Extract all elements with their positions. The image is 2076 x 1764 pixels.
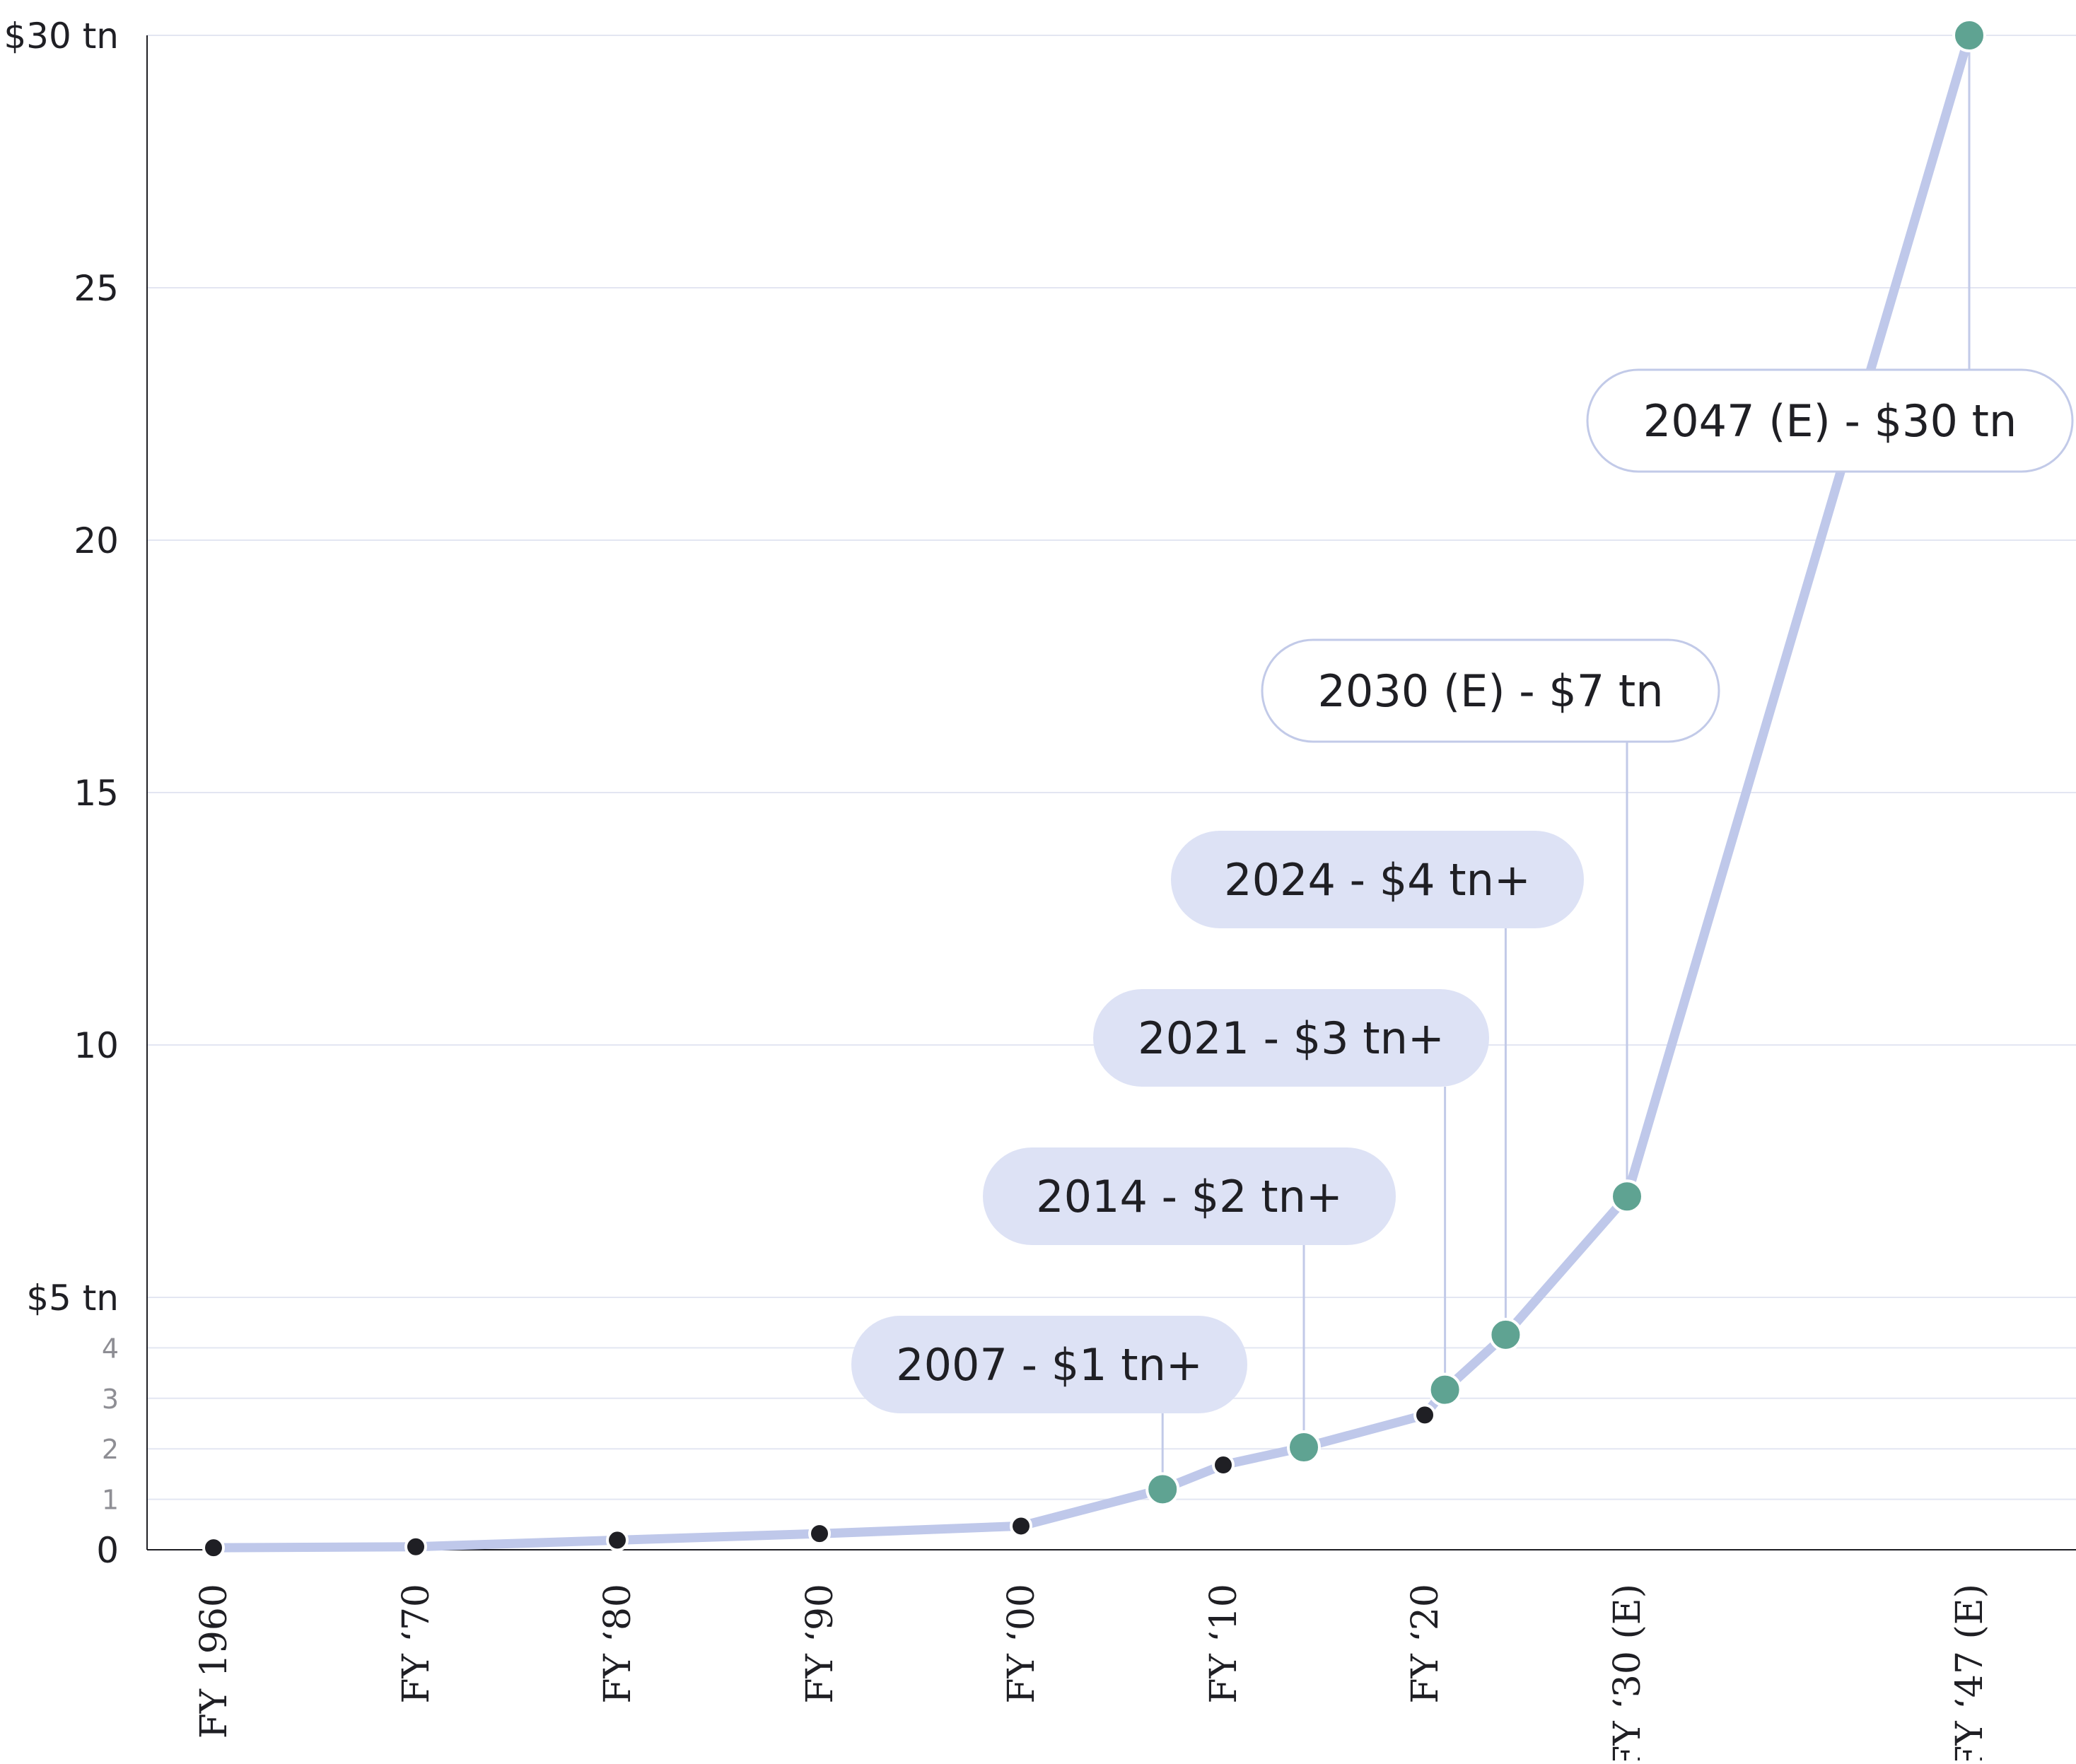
y-tick-labels: 0 $5 tn 10 15 20 25 $30 tn 1 2 3 4 bbox=[4, 16, 119, 1571]
data-point bbox=[404, 1535, 427, 1558]
callout-label: 2024 - $4 tn+ bbox=[1224, 854, 1531, 906]
x-tick-label: FY ‘70 bbox=[395, 1584, 438, 1704]
y-tick-label: 25 bbox=[74, 268, 119, 309]
y-tick-label: $30 tn bbox=[4, 16, 119, 57]
callout-box bbox=[1586, 368, 2074, 473]
callout-box bbox=[1261, 638, 1720, 743]
highlight-point bbox=[1952, 18, 1986, 52]
data-point bbox=[1010, 1514, 1032, 1538]
callout-box bbox=[1171, 831, 1584, 928]
data-point bbox=[1212, 1454, 1235, 1477]
data-points bbox=[202, 18, 1986, 1560]
y-minor-tick-label: 4 bbox=[102, 1333, 119, 1364]
y-tick-label: 0 bbox=[96, 1530, 119, 1571]
x-tick-label: FY ‘00 bbox=[1001, 1584, 1043, 1704]
y-minor-tick-label: 1 bbox=[102, 1485, 119, 1516]
axes bbox=[146, 35, 2076, 1550]
x-tick-labels: FY 1960 FY ‘70 FY ‘80 FY ‘90 FY ‘00 FY ‘10 FY … bbox=[193, 1584, 1991, 1764]
y-minor-tick-label: 2 bbox=[102, 1434, 119, 1465]
highlight-point bbox=[1145, 1472, 1180, 1507]
callouts: 2007 - $1 tn+ 2014 - $2 tn+ 2021 - $3 tn+ 2… bbox=[851, 368, 2074, 1413]
y-tick-label: 20 bbox=[74, 520, 119, 561]
y-tick-label: $5 tn bbox=[26, 1278, 119, 1319]
x-tick-label: FY ‘47 (E) bbox=[1949, 1584, 1991, 1760]
data-point bbox=[606, 1529, 629, 1552]
callout-label: 2014 - $2 tn+ bbox=[1036, 1171, 1343, 1222]
highlight-point bbox=[1610, 1179, 1644, 1214]
x-tick-label: FY ‘30 (E) bbox=[1606, 1584, 1649, 1760]
callout-label: 2007 - $1 tn+ bbox=[896, 1339, 1203, 1391]
callout-label: 2030 (E) - $7 tn bbox=[1317, 665, 1663, 717]
data-point bbox=[808, 1522, 831, 1546]
highlight-point bbox=[1428, 1372, 1462, 1407]
callout-box bbox=[851, 1316, 1247, 1413]
data-point bbox=[1413, 1403, 1436, 1427]
y-minor-tick-label: 3 bbox=[102, 1384, 119, 1415]
data-point bbox=[202, 1536, 225, 1560]
x-tick-label: FY ‘10 bbox=[1203, 1584, 1245, 1704]
highlight-point bbox=[1488, 1317, 1523, 1352]
x-tick-label: FY 1960 bbox=[193, 1584, 235, 1739]
gridlines bbox=[147, 35, 2076, 1500]
highlight-point bbox=[1287, 1430, 1321, 1465]
callout-label: 2047 (E) - $30 tn bbox=[1643, 395, 2017, 447]
callout-box bbox=[1093, 989, 1489, 1087]
y-tick-label: 10 bbox=[74, 1025, 119, 1066]
x-tick-label: FY ‘80 bbox=[597, 1584, 639, 1704]
callout-label: 2021 - $3 tn+ bbox=[1138, 1012, 1445, 1064]
x-tick-label: FY ‘90 bbox=[799, 1584, 841, 1704]
x-tick-label: FY ‘20 bbox=[1404, 1584, 1447, 1704]
y-tick-label: 15 bbox=[74, 773, 119, 814]
callout-box bbox=[983, 1147, 1396, 1245]
